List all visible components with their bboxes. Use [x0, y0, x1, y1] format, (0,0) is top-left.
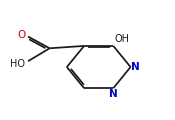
- Text: OH: OH: [114, 34, 129, 44]
- Text: N: N: [131, 62, 140, 72]
- Text: HO: HO: [10, 59, 25, 69]
- Text: N: N: [109, 89, 117, 99]
- Text: O: O: [17, 30, 25, 40]
